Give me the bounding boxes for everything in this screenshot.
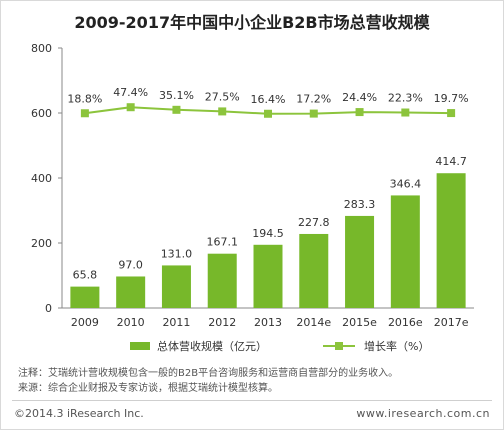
bar-value-label: 131.0 bbox=[161, 247, 193, 260]
x-tick-label: 2010 bbox=[117, 316, 145, 329]
footer-divider bbox=[12, 400, 492, 401]
legend-label-bar: 总体营收规模（亿元） bbox=[157, 339, 267, 353]
growth-rate-point bbox=[126, 103, 135, 112]
bar bbox=[161, 265, 191, 308]
growth-rate-point bbox=[309, 109, 318, 118]
growth-rate-label: 35.1% bbox=[159, 89, 194, 102]
growth-rate-label: 47.4% bbox=[113, 86, 148, 99]
legend-swatch-marker bbox=[335, 342, 343, 350]
bar bbox=[116, 276, 146, 308]
x-tick-label: 2009 bbox=[71, 316, 99, 329]
x-tick-label: 2011 bbox=[162, 316, 190, 329]
website-text: www.iresearch.com.cn bbox=[356, 407, 490, 420]
y-tick-label: 600 bbox=[31, 107, 52, 120]
growth-rate-label: 27.5% bbox=[205, 90, 240, 103]
bar-value-label: 283.3 bbox=[344, 198, 376, 211]
x-tick-label: 2016e bbox=[388, 316, 423, 329]
y-tick-label: 800 bbox=[31, 42, 52, 55]
growth-rate-label: 16.4% bbox=[251, 93, 286, 106]
bar-value-label: 414.7 bbox=[435, 155, 467, 168]
growth-rate-point bbox=[172, 105, 181, 114]
note-source: 来源：综合企业财报及专家访谈，根据艾瑞统计模型核算。 bbox=[18, 383, 278, 394]
bar bbox=[70, 286, 100, 308]
growth-rate-label: 24.4% bbox=[342, 91, 377, 104]
bar bbox=[345, 215, 375, 308]
y-tick-label: 0 bbox=[45, 302, 52, 315]
y-tick-label: 200 bbox=[31, 237, 52, 250]
note-annotation: 注释：艾瑞统计营收规模包含一般的B2B平台咨询服务和运营商自营部分的业务收入。 bbox=[18, 368, 399, 379]
x-tick-label: 2012 bbox=[208, 316, 236, 329]
growth-rate-label: 17.2% bbox=[296, 93, 331, 106]
copyright-text: ©2014.3 iResearch Inc. bbox=[14, 407, 144, 420]
growth-rate-point bbox=[218, 107, 227, 116]
bar-value-label: 97.0 bbox=[118, 258, 143, 271]
chart-title: 2009-2017年中国中小企业B2B市场总营收规模 bbox=[74, 13, 430, 32]
growth-rate-point bbox=[401, 108, 410, 117]
bar-value-label: 194.5 bbox=[252, 227, 284, 240]
x-tick-label: 2014e bbox=[296, 316, 331, 329]
bar bbox=[253, 244, 283, 308]
growth-rate-point bbox=[80, 109, 89, 118]
growth-rate-label: 22.3% bbox=[388, 92, 423, 105]
x-tick-label: 2015e bbox=[342, 316, 377, 329]
legend-swatch-bar bbox=[130, 342, 150, 350]
growth-rate-point bbox=[447, 109, 456, 118]
bar bbox=[207, 253, 237, 308]
growth-rate-point bbox=[355, 108, 364, 117]
bar-value-label: 346.4 bbox=[390, 177, 422, 190]
notes: 注释：艾瑞统计营收规模包含一般的B2B平台咨询服务和运营商自营部分的业务收入。 … bbox=[18, 366, 398, 396]
bar bbox=[390, 195, 420, 308]
bar-value-label: 227.8 bbox=[298, 216, 330, 229]
legend-label-line: 增长率（%） bbox=[364, 339, 429, 353]
bar-value-label: 65.8 bbox=[73, 269, 98, 282]
bar bbox=[299, 233, 329, 308]
x-tick-label: 2013 bbox=[254, 316, 282, 329]
y-tick-label: 400 bbox=[31, 172, 52, 185]
growth-rate-point bbox=[264, 109, 272, 118]
x-tick-label: 2017e bbox=[434, 316, 469, 329]
bar-value-label: 167.1 bbox=[206, 236, 238, 249]
growth-rate-label: 19.7% bbox=[434, 92, 469, 105]
bar bbox=[436, 173, 466, 308]
growth-rate-label: 18.8% bbox=[67, 92, 102, 105]
